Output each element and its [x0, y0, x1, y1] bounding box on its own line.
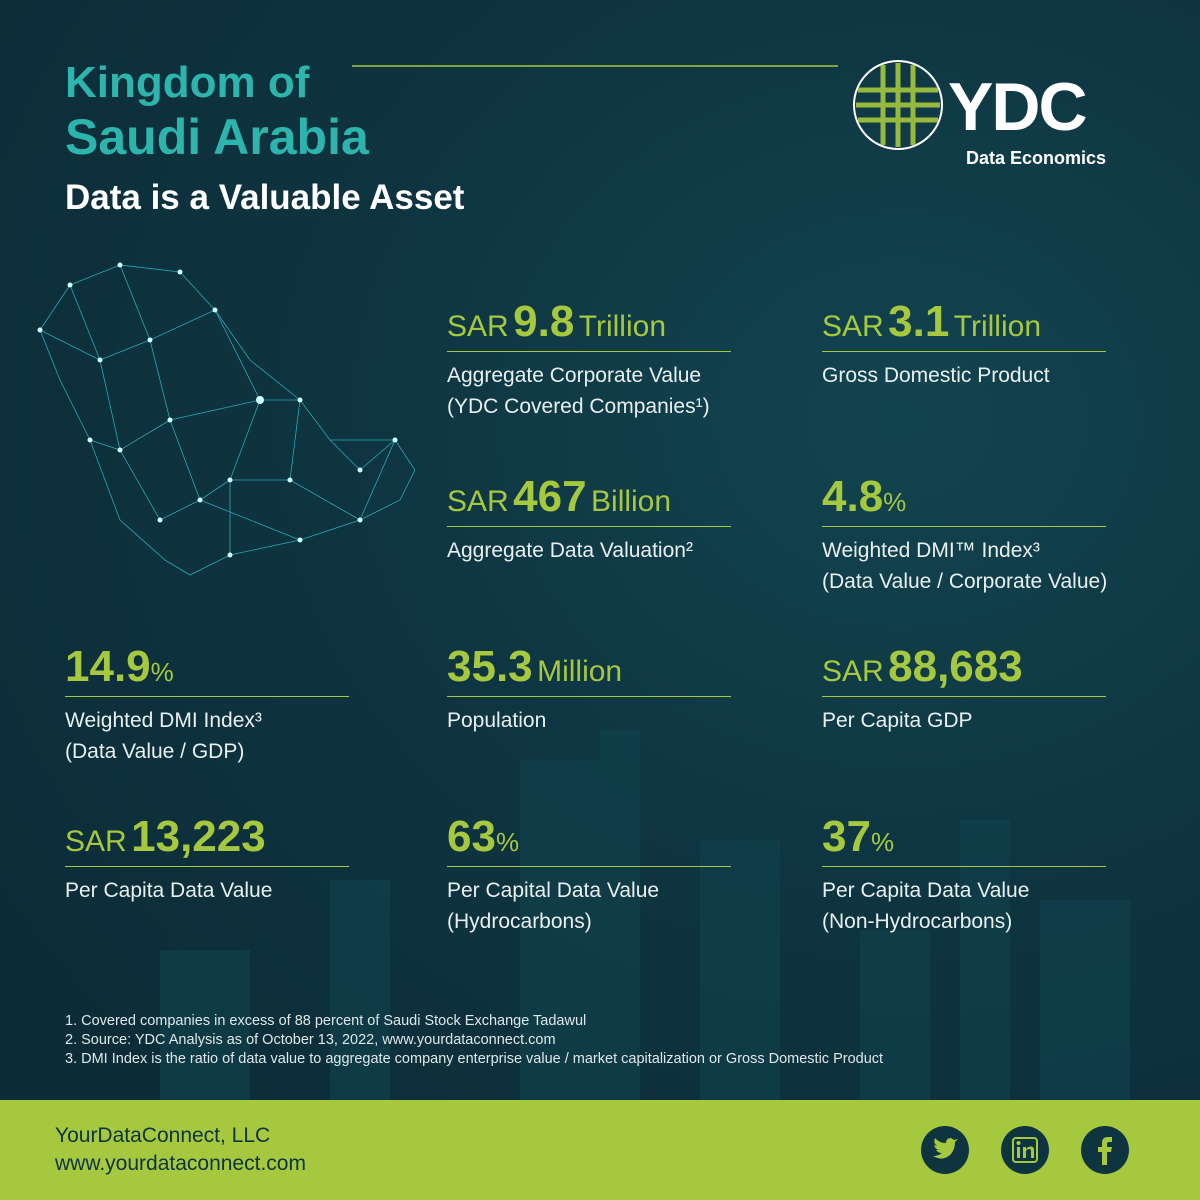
- stat-prefix: SAR: [65, 825, 127, 858]
- url: www.yourdataconnect.com: [55, 1152, 306, 1175]
- stat-unit: %: [870, 827, 895, 857]
- stat-description: Weighted DMI Index³: [65, 709, 262, 732]
- stat-description: Weighted DMI™ Index³: [822, 539, 1040, 562]
- divider: [822, 696, 1106, 697]
- footnotes: 1. Covered companies in excess of 88 per…: [65, 1012, 883, 1069]
- divider: [65, 696, 349, 697]
- logo-name: YDC: [948, 69, 1088, 145]
- stat-unit: Million: [537, 655, 623, 688]
- footnote: 1. Covered companies in excess of 88 per…: [65, 1013, 587, 1029]
- company: YourDataConnect, LLC: [55, 1124, 271, 1147]
- stat: 4.8% Weighted DMI™ Index³ (Data Value / Co…: [822, 475, 1107, 597]
- divider: [447, 351, 731, 352]
- stat-prefix: SAR: [447, 485, 509, 518]
- divider: [447, 696, 731, 697]
- stat-description: Per Capita Data Value: [822, 879, 1030, 902]
- title-line: Saudi Arabia: [65, 109, 369, 165]
- twitter-icon[interactable]: [921, 1126, 969, 1174]
- stat-value: 37%: [822, 815, 1106, 859]
- stat-prefix: SAR: [822, 310, 884, 343]
- stat-number: 14.9: [65, 642, 151, 691]
- stat-value: 63%: [447, 815, 731, 859]
- stat-description: Aggregate Data Valuation²: [447, 539, 693, 562]
- stat: 37% Per Capita Data Value (Non-Hydrocarbon…: [822, 815, 1106, 937]
- stat: 14.9% Weighted DMI Index³ (Data Value / GD…: [65, 645, 349, 767]
- linkedin-icon[interactable]: [1001, 1126, 1049, 1174]
- stat-description: (YDC Covered Companies¹): [447, 395, 710, 418]
- stat: 35.3 Million Population: [447, 645, 731, 736]
- stat-number: 88,683: [888, 642, 1023, 691]
- stat-description: Per Capita GDP: [822, 709, 973, 732]
- stat-number: 3.1: [888, 297, 950, 346]
- stat-description: Per Capita Data Value: [65, 879, 273, 902]
- stat-unit: Trillion: [578, 310, 666, 343]
- stat-unit: Trillion: [953, 310, 1041, 343]
- divider: [822, 526, 1106, 527]
- stat: SAR 13,223 Per Capita Data Value: [65, 815, 349, 906]
- logo-tagline: Data Economics: [966, 148, 1107, 168]
- stat-description: (Hydrocarbons): [447, 910, 592, 933]
- stat-description: Population: [447, 709, 547, 732]
- stat: SAR 3.1 Trillion Gross Domestic Product: [822, 300, 1106, 391]
- stat-value: SAR 467 Billion: [447, 475, 731, 519]
- stat-description: Aggregate Corporate Value: [447, 364, 702, 387]
- title-line: Kingdom of: [65, 58, 310, 107]
- footnote: 3. DMI Index is the ratio of data value …: [65, 1051, 884, 1067]
- divider: [447, 526, 731, 527]
- social-icons: [921, 1126, 1129, 1174]
- stat-number: 467: [513, 472, 587, 521]
- divider: [822, 351, 1106, 352]
- stat-value: SAR 88,683: [822, 645, 1106, 689]
- stat-unit: Billion: [591, 485, 672, 518]
- stat-description: (Data Value / GDP): [65, 740, 245, 763]
- divider: [447, 866, 731, 867]
- decor: [37, 63, 1130, 1100]
- stat-description: (Non-Hydrocarbons): [822, 910, 1013, 933]
- stat-unit: %: [150, 657, 174, 687]
- footnote: 2. Source: YDC Analysis as of October 13…: [65, 1032, 556, 1048]
- stat-value: SAR 9.8 Trillion: [447, 300, 731, 344]
- stat: SAR 88,683 Per Capita GDP: [822, 645, 1106, 736]
- stat-value: SAR 3.1 Trillion: [822, 300, 1106, 344]
- stat-description: (Data Value / Corporate Value): [822, 570, 1108, 593]
- stat-number: 63: [447, 812, 496, 861]
- facebook-icon[interactable]: [1081, 1126, 1129, 1174]
- stat: SAR 9.8 Trillion Aggregate Corporate Valu…: [447, 300, 731, 422]
- stat-number: 4.8: [822, 472, 884, 521]
- divider: [822, 866, 1106, 867]
- stat-description: Per Capital Data Value: [447, 879, 660, 902]
- stat-unit: %: [495, 827, 520, 857]
- stat: 63% Per Capital Data Value (Hydrocarbons): [447, 815, 731, 937]
- stat-description: Gross Domestic Product: [822, 364, 1050, 387]
- stat-value: SAR 13,223: [65, 815, 349, 859]
- stat-number: 37: [822, 812, 871, 861]
- stat-value: 14.9%: [65, 645, 349, 689]
- stat-value: 35.3 Million: [447, 645, 731, 689]
- subtitle: Data is a Valuable Asset: [65, 178, 465, 217]
- divider: [65, 866, 349, 867]
- stat: SAR 467 Billion Aggregate Data Valuation²: [447, 475, 731, 566]
- stat-value: 4.8%: [822, 475, 1107, 519]
- stat-prefix: SAR: [822, 655, 884, 688]
- stat-prefix: SAR: [447, 310, 509, 343]
- footer: YourDataConnect, LLC www.yourdataconnect…: [0, 1100, 1200, 1200]
- stat-number: 35.3: [447, 642, 533, 691]
- stat-unit: %: [883, 487, 907, 517]
- stat-number: 9.8: [513, 297, 575, 346]
- stat-number: 13,223: [131, 812, 266, 861]
